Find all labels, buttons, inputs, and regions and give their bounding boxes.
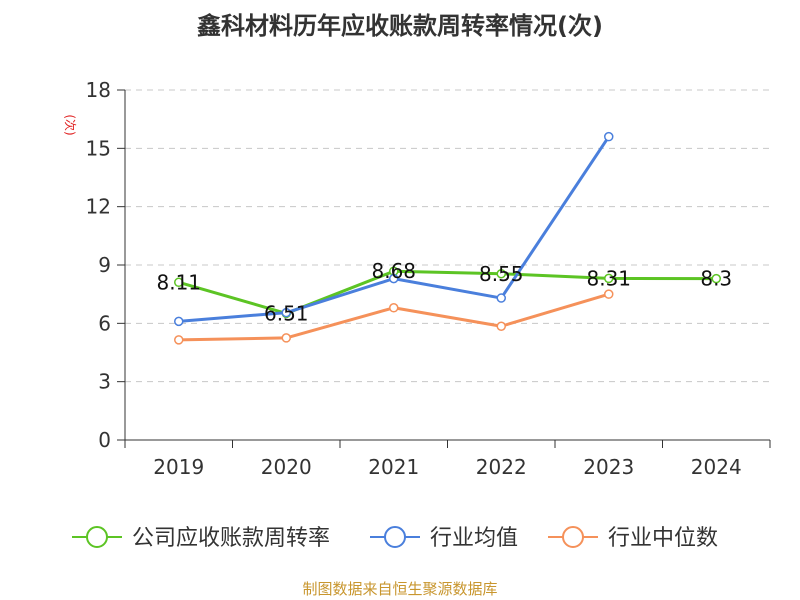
y-tick-label: 15	[86, 136, 111, 160]
legend-item: 公司应收账款周转率	[72, 526, 330, 551]
data-point	[281, 307, 291, 318]
data-point	[174, 335, 184, 345]
y-tick-label: 6	[98, 311, 111, 335]
legend: 公司应收账款周转率 行业均值 行业中位数	[72, 526, 718, 551]
gridlines	[125, 89, 770, 383]
data-point	[496, 269, 506, 279]
data-point	[389, 273, 399, 284]
data-label: 8.68	[371, 259, 416, 283]
data-labels: 8.11 6.51 8.68 8.55 8.31 8.3	[156, 259, 732, 325]
x-tick-label: 2022	[476, 455, 527, 479]
y-tick-label: 18	[86, 78, 111, 102]
data-label: 8.3	[700, 267, 732, 291]
data-label: 8.31	[586, 266, 631, 290]
data-point	[496, 321, 506, 331]
source-note: 制图数据来自恒生聚源数据库	[302, 580, 498, 598]
y-tick-label: 0	[98, 428, 111, 452]
x-tick-label: 2019	[153, 455, 204, 479]
y-tick-label: 12	[86, 195, 111, 219]
legend-item: 行业均值	[370, 526, 518, 551]
legend-marker-icon	[562, 526, 584, 548]
data-point	[496, 293, 506, 303]
legend-item: 行业中位数	[548, 526, 718, 551]
y-tick-label: 9	[98, 253, 111, 277]
data-point	[174, 277, 184, 288]
legend-label: 行业中位数	[608, 526, 718, 551]
data-label: 8.11	[156, 270, 201, 294]
legend-marker-icon	[86, 526, 108, 548]
data-point	[604, 131, 614, 142]
y-tick-label: 3	[98, 370, 111, 394]
x-tick-label: 2021	[368, 455, 419, 479]
data-point	[174, 316, 184, 327]
series-line	[178, 135, 610, 323]
x-tick-label: 2023	[583, 455, 634, 479]
chart-title: 鑫科材料历年应收账款周转率情况(次)	[197, 12, 603, 40]
y-axis-label: (次)	[63, 114, 77, 135]
series-lines	[174, 131, 721, 345]
legend-label: 公司应收账款周转率	[132, 526, 330, 551]
data-label: 6.51	[264, 301, 309, 325]
axes: 0 3 6 9 12 15 18 (次) 2019 2020 2021 2022 2023 2024	[63, 78, 771, 479]
x-tick-label: 2024	[691, 455, 742, 479]
series-line	[178, 269, 717, 315]
data-label: 8.55	[479, 262, 524, 286]
legend-marker-icon	[384, 526, 406, 548]
data-point	[604, 273, 614, 284]
data-point	[711, 273, 721, 284]
legend-label: 行业均值	[430, 526, 518, 551]
data-point	[389, 303, 399, 313]
data-point	[281, 333, 291, 343]
data-point	[604, 289, 614, 299]
x-tick-label: 2020	[261, 455, 312, 479]
